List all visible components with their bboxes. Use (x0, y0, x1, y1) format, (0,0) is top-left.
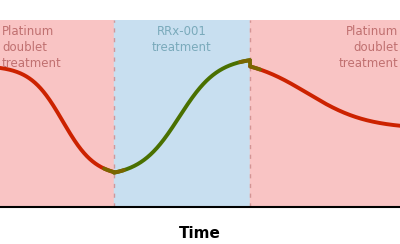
Bar (250, 20, 400, 207)
Text: Platinum
doublet
treatment: Platinum doublet treatment (2, 25, 62, 70)
Bar (0, 20, 114, 207)
Text: Platinum
doublet
treatment: Platinum doublet treatment (338, 25, 398, 70)
Bar (114, 20, 250, 207)
Text: RRx-001
treatment: RRx-001 treatment (152, 25, 212, 54)
Text: Time: Time (179, 226, 221, 241)
